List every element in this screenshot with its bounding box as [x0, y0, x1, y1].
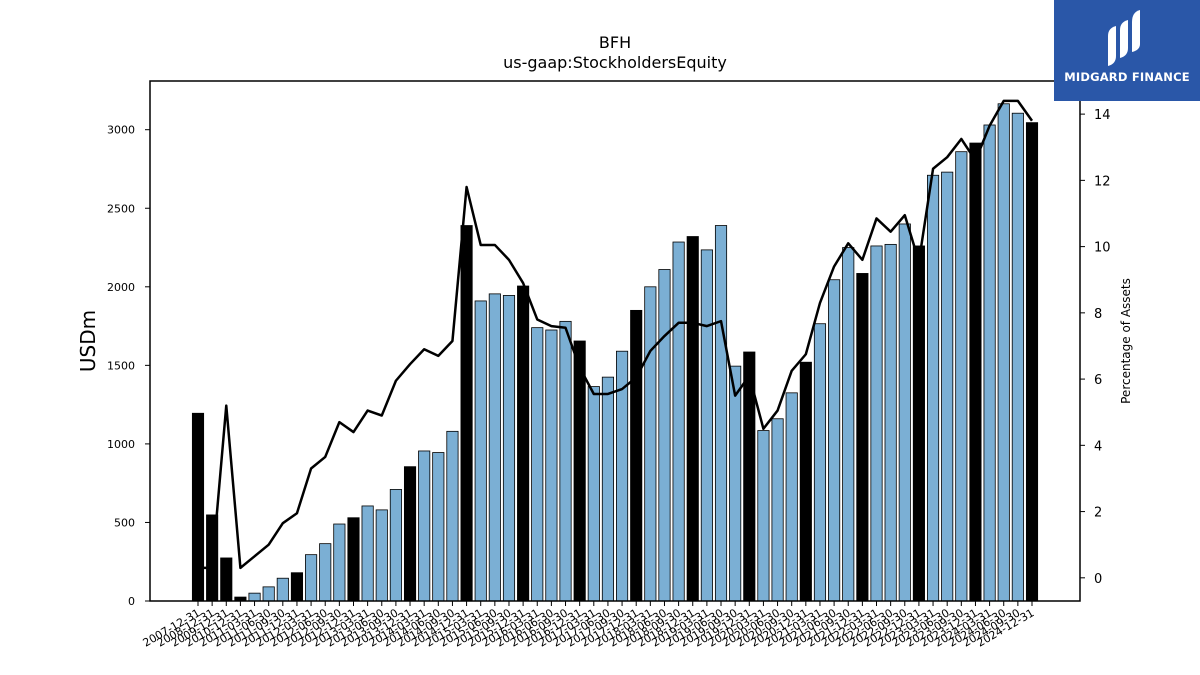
bar: [658, 269, 671, 602]
bar: [502, 295, 516, 602]
brand-logo: MIDGARD FINANCE: [1054, 0, 1200, 101]
y2-tick-label: 8: [1094, 307, 1102, 322]
bar: [375, 509, 388, 602]
bar: [559, 320, 572, 602]
bar: [700, 249, 713, 602]
bar: [262, 586, 275, 602]
bar: [290, 572, 304, 602]
bar: [813, 323, 827, 602]
bar: [305, 554, 318, 602]
bar: [418, 450, 431, 602]
bar: [941, 171, 954, 602]
percentage-line: [198, 99, 1034, 570]
brand-name: MIDGARD FINANCE: [1064, 70, 1190, 84]
bar-series: [191, 103, 1039, 602]
bar: [672, 241, 685, 602]
bar: [983, 124, 996, 602]
bar: [757, 430, 770, 602]
y2-axis-label: Percentage of Assets: [1119, 278, 1133, 404]
bar: [1025, 122, 1039, 602]
bar: [630, 309, 643, 602]
bar: [403, 466, 417, 602]
y-tick-label: 2500: [107, 202, 135, 215]
bar: [856, 273, 869, 602]
bar: [389, 489, 402, 602]
bar: [771, 418, 784, 602]
y-tick-label: 1000: [107, 438, 135, 451]
bar: [842, 247, 855, 602]
bar: [517, 285, 530, 602]
bar: [969, 142, 982, 602]
bar: [785, 392, 798, 602]
bar: [276, 577, 289, 602]
bar: [686, 236, 699, 602]
bar: [644, 286, 657, 602]
bar: [1011, 112, 1024, 602]
bar: [997, 103, 1010, 602]
bar: [191, 412, 205, 602]
bar: [545, 329, 558, 602]
bar: [870, 245, 883, 602]
bar: [347, 517, 360, 602]
line-series: [198, 99, 1034, 570]
y-axis-left: 0 500 1000 1500 2000 2500 3000: [107, 124, 150, 608]
bar: [927, 174, 940, 602]
y-axis-label: USDm: [76, 310, 100, 372]
bar: [488, 293, 501, 602]
bar: [460, 225, 473, 602]
y-tick-label: 2000: [107, 281, 135, 294]
y2-tick-label: 6: [1094, 373, 1102, 388]
bar: [220, 557, 233, 602]
bar: [531, 327, 544, 602]
y2-tick-label: 12: [1094, 174, 1111, 189]
bar: [898, 223, 911, 602]
y2-tick-label: 2: [1094, 506, 1102, 521]
midgard-logo-icon: [1108, 10, 1140, 66]
y-tick-label: 3000: [107, 124, 135, 137]
y2-tick-label: 14: [1094, 108, 1111, 123]
bar: [828, 279, 841, 602]
bar: [729, 365, 742, 602]
bar: [601, 376, 614, 602]
bar: [474, 300, 487, 602]
y-tick-label: 0: [128, 595, 135, 608]
bar: [333, 523, 346, 602]
bar: [799, 361, 812, 602]
bar: [361, 505, 374, 602]
x-axis: 2007-12-312008-12-312009-12-312010-12-31…: [141, 601, 1037, 650]
bar: [955, 151, 968, 602]
bar: [446, 430, 459, 602]
chart-subtitle: us-gaap:StockholdersEquity: [503, 53, 727, 72]
bar: [432, 452, 445, 602]
bar: [884, 243, 897, 602]
bar: [714, 225, 728, 602]
bar: [319, 543, 332, 602]
bar: [248, 592, 261, 602]
plot-frame: [149, 80, 1081, 602]
bar: [573, 340, 586, 602]
y-axis-right: 0 2 4 6 8 10 12 14: [1080, 108, 1111, 587]
bar: [912, 245, 925, 602]
bar: [587, 386, 600, 602]
chart-title: BFH: [599, 33, 631, 52]
y2-tick-label: 10: [1094, 241, 1111, 256]
y-tick-label: 500: [114, 516, 135, 529]
y2-tick-label: 0: [1094, 572, 1102, 587]
y2-tick-label: 4: [1094, 439, 1102, 454]
y-tick-label: 1500: [107, 359, 135, 372]
